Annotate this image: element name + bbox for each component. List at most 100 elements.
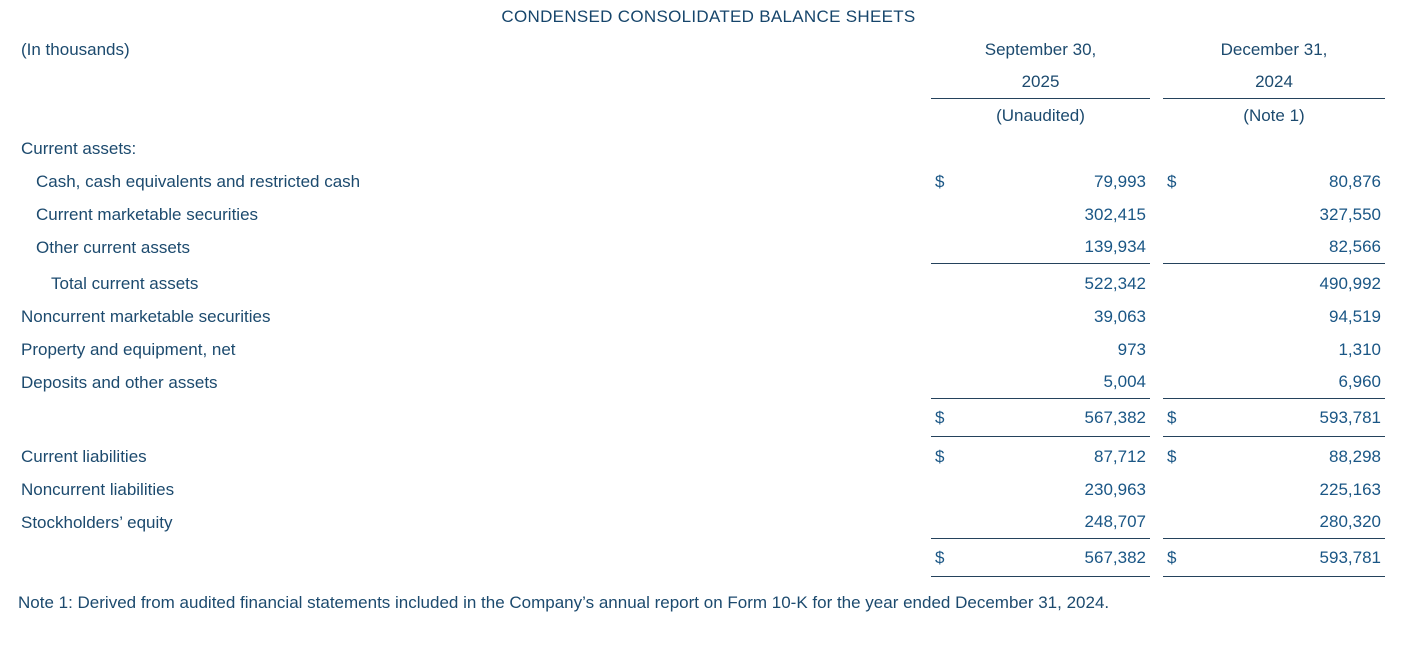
column-gap: [1150, 333, 1163, 366]
value-dec31: 82,566: [1329, 237, 1381, 256]
table-row-current-assets-header: Current assets:: [0, 132, 1417, 165]
value-dec31: 593,781: [1319, 407, 1381, 427]
value-cell-dec31: $ 80,876: [1163, 165, 1385, 198]
value-dec31: 88,298: [1329, 446, 1381, 466]
column-gap: [1150, 539, 1163, 577]
value-cell-sep30: 39,063: [931, 300, 1150, 333]
value-cell-dec31: 280,320: [1163, 506, 1385, 539]
table-row-cash: Cash, cash equivalents and restricted ca…: [0, 165, 1417, 198]
column-gap: [1150, 132, 1163, 165]
value-cell-dec31: 225,163: [1163, 473, 1385, 506]
row-label: Current marketable securities: [36, 204, 259, 224]
row-label: Noncurrent liabilities: [21, 479, 175, 499]
value-cell-dec31: $ 593,781: [1163, 539, 1385, 577]
value-cell-sep30: 230,963: [931, 473, 1150, 506]
column-header-note1: (Note 1): [1243, 105, 1305, 125]
dollar-sign: $: [935, 547, 945, 567]
value-cell-sep30: $ 79,993: [931, 165, 1150, 198]
value-sep30: 139,934: [1084, 237, 1146, 256]
table-row-property-equipment: Property and equipment, net 973 1,310: [0, 333, 1417, 366]
value-sep30: 567,382: [1084, 547, 1146, 567]
row-label: Noncurrent marketable securities: [21, 306, 271, 326]
column-header-sep30-period: September 30,: [984, 39, 1097, 59]
header-year-row: 2025 2024: [0, 66, 1417, 99]
table-row-deposits-other-assets: Deposits and other assets 5,004 6,960: [0, 366, 1417, 399]
value-cell-dec31: $ 88,298: [1163, 440, 1385, 473]
value-sep30: 230,963: [1084, 479, 1146, 499]
balance-sheet: CONDENSED CONSOLIDATED BALANCE SHEETS (I…: [0, 7, 1417, 612]
value-cell-dec31: [1163, 132, 1385, 165]
value-dec31: 593,781: [1319, 547, 1381, 567]
value-dec31: 490,992: [1319, 273, 1381, 293]
column-gap: [1150, 66, 1163, 99]
dollar-sign: $: [1167, 171, 1177, 191]
column-gap: [1150, 33, 1163, 66]
value-cell-sep30: 5,004: [931, 366, 1150, 399]
table-row-total-assets: $ 567,382 $ 593,781: [0, 399, 1417, 437]
row-label: Current assets:: [21, 138, 137, 158]
value-sep30: 973: [1117, 339, 1146, 359]
row-label: Cash, cash equivalents and restricted ca…: [36, 171, 361, 191]
column-gap: [1150, 473, 1163, 506]
column-gap: [1150, 267, 1163, 300]
table-row-current-liabilities: Current liabilities $ 87,712 $ 88,298: [0, 440, 1417, 473]
value-dec31: 280,320: [1319, 512, 1381, 531]
value-cell-dec31: 6,960: [1163, 366, 1385, 399]
row-label: Property and equipment, net: [21, 339, 236, 359]
dollar-sign: $: [1167, 446, 1177, 466]
header-period-row: (In thousands) September 30, December 31…: [0, 33, 1417, 66]
row-label: Other current assets: [36, 237, 191, 257]
value-cell-dec31: $ 593,781: [1163, 399, 1385, 437]
dollar-sign: $: [935, 407, 945, 427]
value-sep30: 567,382: [1084, 407, 1146, 427]
column-header-dec31-year: 2024: [1163, 66, 1385, 99]
value-cell-dec31: 490,992: [1163, 267, 1385, 300]
column-gap: [1150, 99, 1163, 132]
column-gap: [1150, 506, 1163, 539]
value-cell-sep30: 973: [931, 333, 1150, 366]
row-label: Total current assets: [51, 273, 199, 293]
table-row-noncurrent-marketable-securities: Noncurrent marketable securities 39,063 …: [0, 300, 1417, 333]
dollar-sign: $: [935, 171, 945, 191]
dollar-sign: $: [935, 446, 945, 466]
value-cell-dec31: 94,519: [1163, 300, 1385, 333]
value-cell-sep30: $ 567,382: [931, 399, 1150, 437]
column-gap: [1150, 231, 1163, 264]
value-cell-sep30: 522,342: [931, 267, 1150, 300]
value-cell-sep30: 248,707: [931, 506, 1150, 539]
value-dec31: 1,310: [1338, 339, 1381, 359]
value-cell-sep30: [931, 132, 1150, 165]
table-row-other-current-assets: Other current assets 139,934 82,566: [0, 231, 1417, 264]
column-header-unaudited: (Unaudited): [996, 105, 1085, 125]
value-sep30: 79,993: [1094, 171, 1146, 191]
units-label: (In thousands): [21, 39, 130, 59]
header-spacer: [0, 66, 931, 99]
value-sep30: 248,707: [1084, 512, 1146, 531]
value-dec31: 94,519: [1329, 306, 1381, 326]
table-row-noncurrent-liabilities: Noncurrent liabilities 230,963 225,163: [0, 473, 1417, 506]
dollar-sign: $: [1167, 547, 1177, 567]
column-gap: [1150, 198, 1163, 231]
value-cell-sep30: $ 87,712: [931, 440, 1150, 473]
value-dec31: 6,960: [1338, 372, 1381, 391]
table-row-total-liabilities-equity: $ 567,382 $ 593,781: [0, 539, 1417, 577]
row-label: Stockholders’ equity: [21, 512, 173, 532]
column-gap: [1150, 366, 1163, 399]
value-sep30: 302,415: [1084, 204, 1146, 224]
column-gap: [1150, 165, 1163, 198]
value-sep30: 39,063: [1094, 306, 1146, 326]
value-cell-sep30: $ 567,382: [931, 539, 1150, 577]
value-sep30: 87,712: [1094, 446, 1146, 466]
value-dec31: 225,163: [1319, 479, 1381, 499]
value-dec31: 327,550: [1319, 204, 1381, 224]
value-cell-sep30: 302,415: [931, 198, 1150, 231]
table-row-stockholders-equity: Stockholders’ equity 248,707 280,320: [0, 506, 1417, 539]
value-cell-dec31: 327,550: [1163, 198, 1385, 231]
table-row-current-marketable-securities: Current marketable securities 302,415 32…: [0, 198, 1417, 231]
column-gap: [1150, 300, 1163, 333]
column-header-sep30-year: 2025: [931, 66, 1150, 99]
value-cell-dec31: 1,310: [1163, 333, 1385, 366]
value-dec31: 80,876: [1329, 171, 1381, 191]
header-spacer: [0, 99, 931, 132]
column-header-dec31-period: December 31,: [1220, 39, 1328, 59]
